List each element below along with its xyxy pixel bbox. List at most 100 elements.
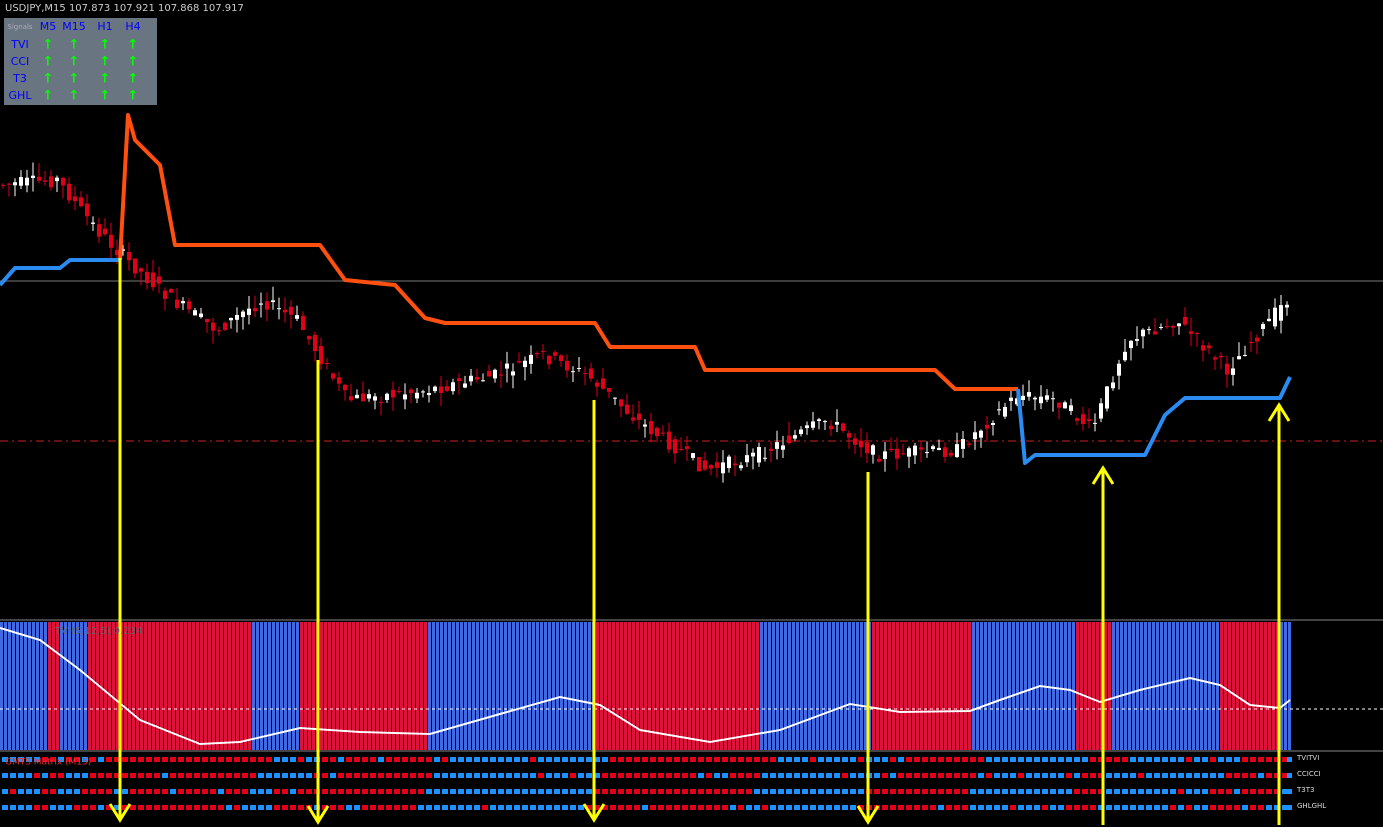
matrix-cell bbox=[1242, 757, 1248, 762]
histogram-bar bbox=[1056, 622, 1059, 750]
matrix-cell bbox=[442, 773, 448, 778]
matrix-cell bbox=[746, 789, 752, 794]
matrix-cell bbox=[1074, 789, 1080, 794]
histogram-bar bbox=[100, 622, 103, 750]
histogram-bar bbox=[828, 622, 831, 750]
candle-body bbox=[979, 430, 983, 438]
matrix-cell bbox=[74, 773, 80, 778]
matrix-cell bbox=[738, 789, 744, 794]
matrix-cell bbox=[770, 805, 776, 810]
histogram-bar bbox=[608, 622, 611, 750]
matrix-cell bbox=[1170, 805, 1176, 810]
histogram-bar bbox=[268, 622, 271, 750]
histogram-bar bbox=[1188, 622, 1191, 750]
matrix-cell bbox=[202, 757, 208, 762]
matrix-cell bbox=[666, 757, 672, 762]
matrix-cell bbox=[570, 757, 576, 762]
histogram-bar bbox=[420, 622, 423, 750]
matrix-cell bbox=[658, 773, 664, 778]
candle-body bbox=[409, 389, 413, 394]
matrix-key bbox=[1287, 757, 1292, 762]
table-header: M5 bbox=[40, 20, 57, 33]
matrix-cell bbox=[1194, 757, 1200, 762]
histogram-bar bbox=[468, 622, 471, 750]
matrix-cell bbox=[370, 805, 376, 810]
candle-body bbox=[1171, 326, 1175, 328]
matrix-cell bbox=[938, 789, 944, 794]
matrix-cell bbox=[434, 789, 440, 794]
histogram-bar bbox=[40, 622, 43, 750]
candle-body bbox=[577, 367, 581, 369]
matrix-cell bbox=[378, 805, 384, 810]
matrix-cell bbox=[594, 757, 600, 762]
matrix-cell bbox=[738, 773, 744, 778]
matrix-cell bbox=[530, 805, 536, 810]
matrix-cell bbox=[458, 757, 464, 762]
matrix-cell bbox=[218, 789, 224, 794]
matrix-cell bbox=[562, 757, 568, 762]
histogram-bar bbox=[1024, 622, 1027, 750]
matrix-cell bbox=[226, 789, 232, 794]
matrix-cell bbox=[466, 789, 472, 794]
histogram-bar bbox=[476, 622, 479, 750]
candle-body bbox=[529, 354, 533, 364]
row-label: GHL bbox=[9, 89, 33, 102]
candle-body bbox=[1213, 357, 1217, 360]
histogram-bar bbox=[588, 622, 591, 750]
histogram-bar bbox=[116, 622, 119, 750]
matrix-cell bbox=[602, 757, 608, 762]
matrix-cell bbox=[210, 805, 216, 810]
candle-body bbox=[955, 444, 959, 457]
matrix-cell bbox=[202, 805, 208, 810]
matrix-cell bbox=[10, 805, 16, 810]
histogram-bar bbox=[444, 622, 447, 750]
candle-body bbox=[451, 382, 455, 392]
matrix-cell bbox=[282, 789, 288, 794]
candle-body bbox=[727, 456, 731, 469]
matrix-cell bbox=[962, 773, 968, 778]
histogram-bar bbox=[1076, 622, 1079, 750]
matrix-cell bbox=[1066, 773, 1072, 778]
matrix-cell bbox=[818, 773, 824, 778]
matrix-cell bbox=[242, 757, 248, 762]
matrix-cell bbox=[42, 805, 48, 810]
matrix-cell bbox=[418, 757, 424, 762]
matrix-cell bbox=[58, 805, 64, 810]
matrix-cell bbox=[522, 773, 528, 778]
matrix-cell bbox=[274, 789, 280, 794]
matrix-cell bbox=[522, 757, 528, 762]
candle-body bbox=[97, 224, 101, 237]
matrix-cell bbox=[1042, 773, 1048, 778]
histogram-bar bbox=[1164, 622, 1167, 750]
matrix-cell bbox=[986, 789, 992, 794]
matrix-cell bbox=[714, 773, 720, 778]
histogram-bar bbox=[1032, 622, 1035, 750]
matrix-cell bbox=[1282, 805, 1288, 810]
histogram-bar bbox=[152, 622, 155, 750]
matrix-cell bbox=[74, 805, 80, 810]
candle-body bbox=[553, 352, 557, 356]
matrix-cell bbox=[914, 805, 920, 810]
table-header: M15 bbox=[62, 20, 86, 33]
matrix-cell bbox=[746, 773, 752, 778]
matrix-cell bbox=[666, 805, 672, 810]
candle-body bbox=[835, 422, 839, 425]
candle-body bbox=[391, 389, 395, 398]
candle-body bbox=[1195, 333, 1199, 335]
histogram-bar bbox=[148, 622, 151, 750]
histogram-bar bbox=[372, 622, 375, 750]
matrix-cell bbox=[1282, 789, 1288, 794]
matrix-cell bbox=[898, 773, 904, 778]
matrix-cell bbox=[1026, 805, 1032, 810]
histogram-bar bbox=[980, 622, 983, 750]
matrix-cell bbox=[1098, 805, 1104, 810]
matrix-cell bbox=[338, 757, 344, 762]
histogram-bar bbox=[744, 622, 747, 750]
histogram-bar bbox=[44, 622, 47, 750]
matrix-cell bbox=[258, 773, 264, 778]
matrix-cell bbox=[1226, 805, 1232, 810]
candle-body bbox=[595, 382, 599, 387]
matrix-cell bbox=[930, 789, 936, 794]
matrix-cell bbox=[322, 805, 328, 810]
matrix-cell bbox=[770, 773, 776, 778]
